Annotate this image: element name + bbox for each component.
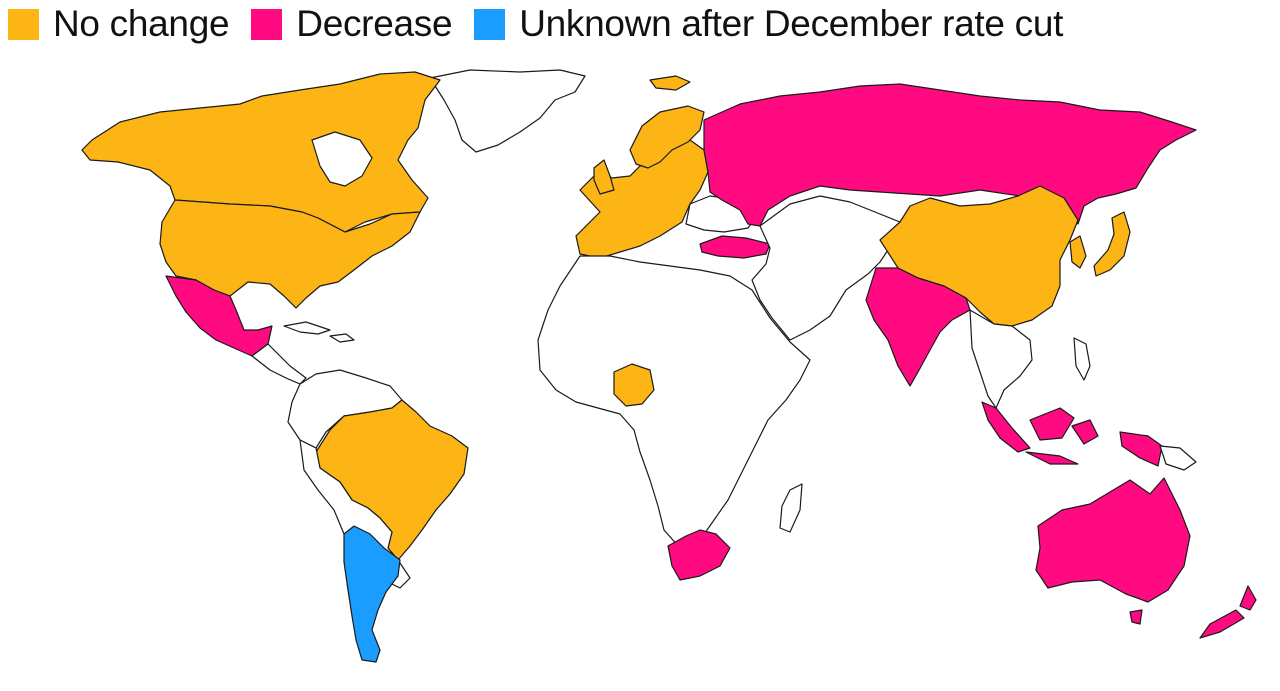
map-legend: No change Decrease Unknown after Decembe… xyxy=(8,2,1085,46)
philippines xyxy=(1073,337,1091,381)
tasmania[interactable] xyxy=(1129,609,1143,625)
legend-item-unknown: Unknown after December rate cut xyxy=(474,2,1063,46)
central-america xyxy=(251,343,307,385)
canada[interactable] xyxy=(81,71,441,233)
greenland xyxy=(429,69,586,153)
argentina[interactable] xyxy=(343,525,401,663)
korea[interactable] xyxy=(1069,235,1087,269)
nigeria[interactable] xyxy=(613,363,655,407)
papua-new-guinea xyxy=(1159,445,1197,471)
europe[interactable] xyxy=(575,139,709,259)
legend-label-unknown: Unknown after December rate cut xyxy=(519,3,1064,44)
iceland[interactable] xyxy=(649,75,691,91)
legend-item-no-change: No change xyxy=(8,2,230,46)
australia[interactable] xyxy=(1035,477,1191,603)
madagascar xyxy=(779,483,803,533)
south-africa[interactable] xyxy=(667,529,731,581)
legend-swatch-decrease xyxy=(251,8,283,40)
united-kingdom[interactable] xyxy=(593,159,615,195)
hispaniola xyxy=(329,333,355,343)
hudson-bay xyxy=(311,131,373,187)
southeast-asia xyxy=(969,309,1033,409)
legend-label-no-change: No change xyxy=(53,3,230,44)
turkey[interactable] xyxy=(699,235,771,259)
legend-item-decrease: Decrease xyxy=(251,2,453,46)
cuba xyxy=(283,321,331,335)
legend-label-decrease: Decrease xyxy=(296,3,453,44)
middle-east-central-asia xyxy=(751,195,901,341)
united-states[interactable] xyxy=(159,199,421,309)
legend-swatch-unknown xyxy=(474,8,506,40)
japan[interactable] xyxy=(1093,211,1131,277)
brazil[interactable] xyxy=(315,399,469,561)
india[interactable] xyxy=(865,267,971,387)
mexico[interactable] xyxy=(165,275,273,357)
legend-swatch-no-change xyxy=(8,8,39,40)
scandinavia[interactable] xyxy=(629,105,705,169)
russia[interactable] xyxy=(703,83,1197,227)
new-zealand[interactable] xyxy=(1199,585,1257,639)
africa xyxy=(537,255,811,549)
indonesia[interactable] xyxy=(981,401,1163,467)
